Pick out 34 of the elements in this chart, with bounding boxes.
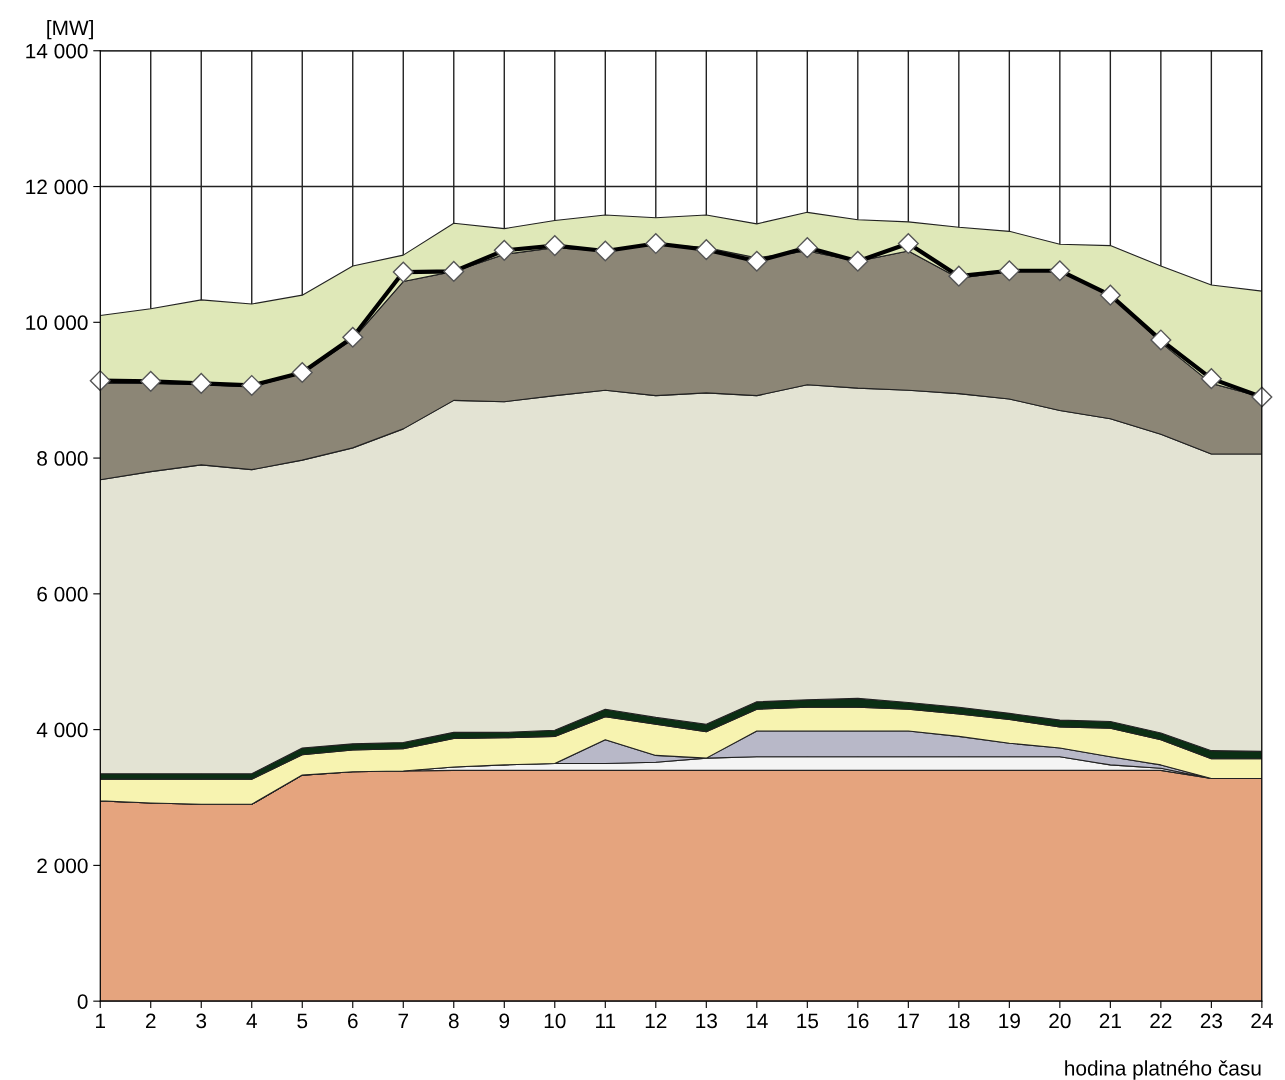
x-tick-label: 13 xyxy=(696,1013,717,1029)
x-tick-label: 9 xyxy=(499,1013,510,1029)
x-tick-label: 15 xyxy=(797,1013,819,1029)
y-axis-title: [MW] xyxy=(47,19,93,40)
x-tick-label: 7 xyxy=(398,1013,409,1029)
x-tick-label: 22 xyxy=(1150,1013,1172,1029)
x-tick-label: 20 xyxy=(1049,1013,1071,1029)
x-tick-label: 6 xyxy=(348,1013,358,1029)
x-tick-label: 8 xyxy=(448,1013,459,1029)
x-tick-label: 10 xyxy=(544,1013,566,1029)
x-tick-label: 23 xyxy=(1200,1013,1223,1029)
y-tick-label: 14 000 xyxy=(26,43,88,59)
y-tick-label: 10 000 xyxy=(26,315,88,331)
x-tick-label: 24 xyxy=(1251,1013,1273,1029)
x-tick-label: 17 xyxy=(898,1013,919,1029)
x-axis-title: hodina platného času xyxy=(1065,1060,1261,1080)
x-tick-label: 4 xyxy=(246,1013,257,1029)
x-tick-label: 12 xyxy=(645,1013,667,1029)
y-tick-label: 0 xyxy=(77,994,88,1009)
x-tick-label: 3 xyxy=(196,1013,207,1029)
x-tick-label: 2 xyxy=(145,1013,156,1029)
x-tick-label: 11 xyxy=(596,1013,616,1029)
x-tick-label: 5 xyxy=(297,1013,308,1029)
x-tick-label: 19 xyxy=(999,1013,1020,1029)
x-tick-label: 21 xyxy=(1099,1013,1121,1029)
x-tick-label: 14 xyxy=(746,1013,768,1029)
y-tick-label: 8 000 xyxy=(37,451,88,466)
y-tick-label: 6 000 xyxy=(37,586,88,602)
y-tick-label: 2 000 xyxy=(37,858,88,874)
x-tick-label: 1 xyxy=(96,1013,106,1029)
y-tick-label: 4 000 xyxy=(36,722,88,738)
y-tick-label: 12 000 xyxy=(26,179,88,195)
x-tick-label: 16 xyxy=(847,1013,869,1029)
x-tick-label: 18 xyxy=(948,1013,970,1029)
